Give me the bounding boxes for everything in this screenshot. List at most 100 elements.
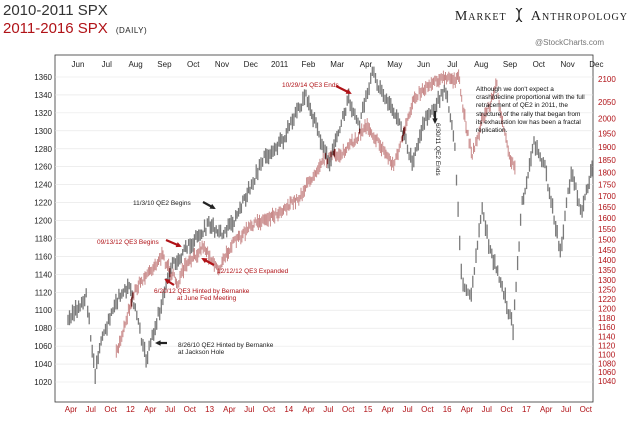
right-tick-19: 1200 <box>598 305 616 314</box>
annotation-1: 6/30/11 QE2 Ends <box>434 123 441 176</box>
right-tick-27: 1040 <box>598 377 616 386</box>
bottom-tick-2: Oct <box>104 405 117 414</box>
bottom-tick-4: Apr <box>144 405 157 414</box>
annotation-arrowhead-5 <box>164 278 171 285</box>
right-tick-8: 1700 <box>598 192 616 201</box>
bottom-tick-25: Jul <box>561 405 571 414</box>
left-tick-17: 1020 <box>34 378 52 387</box>
bottom-tick-26: Oct <box>580 405 593 414</box>
left-tick-7: 1220 <box>34 199 52 208</box>
right-tick-20: 1180 <box>598 314 616 323</box>
top-tick-5: Nov <box>215 60 229 69</box>
stockcharts-credit: @StockCharts.com <box>534 38 604 47</box>
right-tick-9: 1650 <box>598 203 616 212</box>
top-axis: Jun Jul Aug Sep Oct Nov Dec 2011 Feb Mar Apr May Jun… <box>72 60 604 69</box>
right-tick-18: 1220 <box>598 295 616 304</box>
left-tick-1: 1340 <box>34 91 52 100</box>
bottom-tick-0: Apr <box>65 405 78 414</box>
chart-title-sub: 2011-2016 SPX (DAILY) <box>3 20 147 37</box>
right-tick-13: 1450 <box>598 246 616 255</box>
top-tick-0: Jun <box>72 60 85 69</box>
right-tick-7: 1750 <box>598 180 616 189</box>
bottom-tick-8: Apr <box>223 405 236 414</box>
bottom-tick-18: Oct <box>421 405 434 414</box>
bottom-tick-1: Jul <box>86 405 96 414</box>
right-tick-12: 1500 <box>598 235 616 244</box>
dna-icon <box>515 8 523 22</box>
top-tick-14: Aug <box>474 60 488 69</box>
right-tick-10: 1600 <box>598 214 616 223</box>
annotation-3: 09/13/12 QE3 Begins <box>97 239 160 246</box>
bottom-tick-21: Jul <box>482 405 492 414</box>
bottom-tick-24: Apr <box>540 405 553 414</box>
right-tick-1: 2050 <box>598 98 616 107</box>
top-tick-13: Jul <box>447 60 457 69</box>
right-tick-25: 1080 <box>598 359 616 368</box>
right-tick-11: 1550 <box>598 225 616 234</box>
bottom-tick-14: Oct <box>342 405 355 414</box>
bottom-tick-3: 12 <box>126 405 135 414</box>
top-tick-3: Sep <box>157 60 172 69</box>
annotation-arrowhead-2 <box>209 203 216 209</box>
top-tick-9: Mar <box>330 60 344 69</box>
bottom-tick-20: Apr <box>461 405 474 414</box>
bottom-tick-22: Oct <box>500 405 513 414</box>
left-tick-9: 1180 <box>35 234 53 243</box>
brand-left: Market <box>454 9 507 24</box>
left-tick-13: 1100 <box>35 306 53 315</box>
brand-right: Anthropology <box>530 9 628 24</box>
right-axis: 2100 2050 2000 1950 1900 1850 1800 1750 1700 1650… <box>598 75 616 386</box>
bottom-tick-7: 13 <box>205 405 214 414</box>
left-tick-15: 1060 <box>34 342 52 351</box>
right-tick-26: 1060 <box>598 368 616 377</box>
bottom-tick-23: 17 <box>522 405 531 414</box>
right-tick-4: 1900 <box>598 143 616 152</box>
left-tick-4: 1280 <box>34 145 52 154</box>
right-tick-24: 1100 <box>598 350 616 359</box>
right-tick-5: 1850 <box>598 156 616 165</box>
chart-title-sub-text: 2011-2016 SPX <box>3 20 108 37</box>
left-tick-14: 1080 <box>34 324 52 333</box>
chart-title-main: 2010-2011 SPX <box>3 2 108 19</box>
left-tick-0: 1360 <box>34 73 52 82</box>
left-tick-3: 1300 <box>34 127 52 136</box>
top-tick-2: Aug <box>128 60 142 69</box>
annotation-6: at June Fed Meeting <box>177 295 237 302</box>
annotation-arrowhead-7 <box>155 340 161 346</box>
annotation-8: at Jackson Hole <box>178 349 225 356</box>
left-axis: 1360 1340 1320 1300 1280 1260 1240 1220 1200 1180… <box>34 73 52 387</box>
right-tick-6: 1800 <box>598 168 616 177</box>
bottom-axis: Apr Jul Oct 12 Apr Jul Oct 13 Apr Jul Oct 14 Apr Jul O… <box>65 405 593 414</box>
annotation-2: 11/3/10 QE2 Begins <box>133 200 191 207</box>
commentary-note: Although we don't expect a crash/decline… <box>476 86 585 135</box>
bottom-tick-9: Jul <box>244 405 254 414</box>
left-tick-11: 1140 <box>35 270 53 279</box>
top-tick-11: May <box>387 60 402 69</box>
annotation-7: 8/26/10 QE2 Hinted by Bernanke <box>178 342 274 349</box>
bottom-tick-19: 16 <box>443 405 452 414</box>
top-tick-17: Nov <box>560 60 574 69</box>
right-tick-17: 1250 <box>598 286 616 295</box>
annotation-arrowhead-1 <box>432 118 438 124</box>
right-tick-0: 2100 <box>598 75 616 84</box>
right-tick-14: 1400 <box>598 256 616 265</box>
top-tick-10: Apr <box>360 60 373 69</box>
left-tick-16: 1040 <box>34 360 52 369</box>
top-tick-7: 2011 <box>271 60 289 69</box>
bottom-tick-10: Oct <box>263 405 276 414</box>
series-2010-2011 <box>67 66 593 384</box>
annotation-4: 12/12/12 QE3 Expanded <box>217 268 289 275</box>
top-tick-6: Dec <box>244 60 258 69</box>
bottom-tick-6: Oct <box>184 405 197 414</box>
right-tick-3: 1950 <box>598 129 616 138</box>
top-tick-1: Jul <box>102 60 112 69</box>
top-tick-12: Jun <box>417 60 430 69</box>
top-tick-8: Feb <box>302 60 316 69</box>
top-tick-15: Sep <box>503 60 518 69</box>
annotation-arrowhead-0 <box>345 89 352 94</box>
brand-logo: Market Anthropology <box>455 8 628 25</box>
bottom-tick-11: 14 <box>284 405 293 414</box>
annotation-arrowhead-3 <box>175 242 182 248</box>
